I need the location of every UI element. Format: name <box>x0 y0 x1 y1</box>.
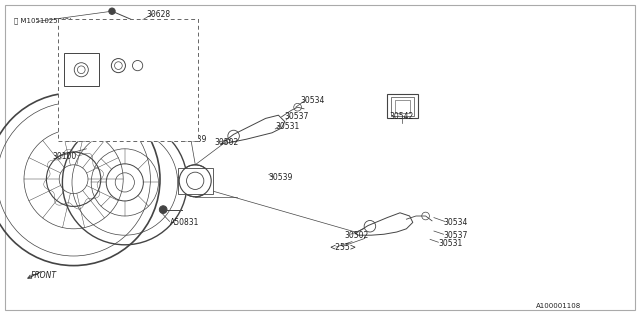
Text: 30539: 30539 <box>269 173 293 182</box>
Text: 30537: 30537 <box>444 231 468 240</box>
Text: 30542: 30542 <box>389 112 413 121</box>
Text: 30210: 30210 <box>67 135 92 144</box>
Bar <box>177 168 212 194</box>
Text: 30628: 30628 <box>146 10 170 19</box>
Bar <box>391 97 414 116</box>
Bar <box>387 94 418 118</box>
Text: <255>: <255> <box>330 244 356 252</box>
Text: 30534: 30534 <box>301 96 325 105</box>
Text: 30629: 30629 <box>99 29 124 38</box>
Text: A50831: A50831 <box>170 218 199 227</box>
Text: 30537: 30537 <box>285 112 309 121</box>
Text: 30531: 30531 <box>438 239 463 248</box>
Text: 30534: 30534 <box>444 218 468 227</box>
Text: 30539: 30539 <box>182 135 207 144</box>
Ellipse shape <box>109 8 115 14</box>
Text: 30502: 30502 <box>344 231 369 240</box>
Text: FRONT: FRONT <box>31 271 57 280</box>
Text: 30531: 30531 <box>275 122 300 131</box>
Text: A100001108: A100001108 <box>536 303 582 308</box>
Text: 30502: 30502 <box>214 138 239 147</box>
Text: <253>: <253> <box>176 173 203 182</box>
Bar <box>64 53 99 86</box>
Bar <box>395 100 410 113</box>
Ellipse shape <box>159 206 167 213</box>
Text: ⒱ M10510250(2): ⒱ M10510250(2) <box>14 18 72 24</box>
Bar <box>58 19 198 141</box>
Text: 30100: 30100 <box>52 152 77 161</box>
